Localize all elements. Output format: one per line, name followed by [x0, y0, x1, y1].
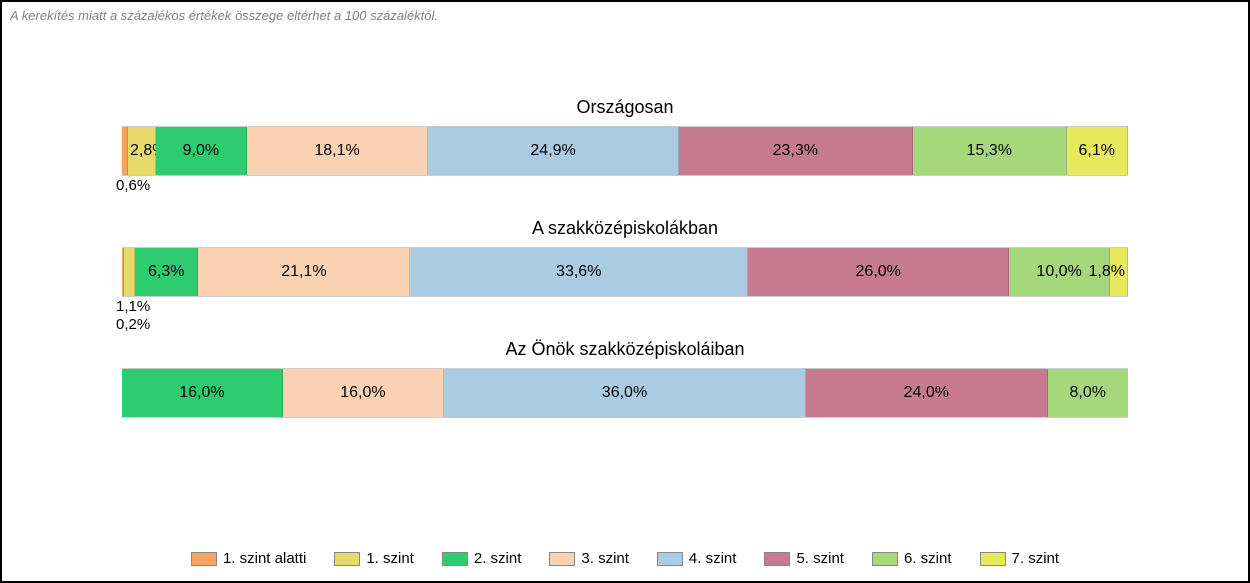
segment-label: 16,0% [179, 384, 224, 402]
segment-label: 21,1% [281, 263, 326, 281]
bar-segment: 33,6% [410, 248, 748, 296]
legend-swatch [442, 552, 468, 566]
segment-label: 6,3% [148, 263, 184, 281]
bar-group: Az Önök szakközépiskoláiban 16,0% 16,0% 36,… [122, 339, 1128, 418]
bar-segment: 23,3% [679, 127, 913, 175]
legend-swatch [549, 552, 575, 566]
segment-label-below: 1,1% [116, 298, 150, 316]
bar-segment [124, 248, 135, 296]
bar-segment: 16,0% [283, 369, 444, 417]
bar-segment: 24,9% [428, 127, 678, 175]
legend-label: 1. szint alatti [223, 550, 306, 567]
legend-swatch [657, 552, 683, 566]
bar-segment: 21,1% [198, 248, 410, 296]
bar-segment: 16,0% [122, 369, 283, 417]
segment-label: 33,6% [556, 263, 601, 281]
legend-label: 6. szint [904, 550, 952, 567]
segment-label: 16,0% [340, 384, 385, 402]
segment-label: 9,0% [183, 142, 219, 160]
segment-label: 8,0% [1070, 384, 1106, 402]
bar-segment: 18,1% [247, 127, 429, 175]
bar-segment: 26,0% [748, 248, 1009, 296]
legend-label: 1. szint [366, 550, 414, 567]
segment-label-below: 0,6% [116, 177, 150, 195]
bar-segment: 6,1% [1067, 127, 1128, 175]
legend-item: 1. szint [334, 550, 414, 567]
legend-item: 7. szint [980, 550, 1060, 567]
stacked-bar: 16,0% 16,0% 36,0% 24,0% 8,0% [122, 368, 1128, 418]
legend-label: 3. szint [581, 550, 629, 567]
bar-segment: 9,0% [156, 127, 246, 175]
segment-label: 6,1% [1079, 142, 1115, 160]
segment-label-below: 0,2% [116, 316, 150, 334]
legend-item: 5. szint [764, 550, 844, 567]
bar-group: A szakközépiskolákban 6,3% 21,1% 33,6% 26,0%… [122, 218, 1128, 297]
legend-item: 6. szint [872, 550, 952, 567]
below-labels: 0,6% [116, 177, 150, 195]
segment-label: 1,8% [1088, 263, 1124, 281]
bars-area: Országosan 2,8% 9,0% 18,1% 24,9% 23,3% 15,3% 6,… [122, 97, 1128, 460]
bar-segment: 15,3% [913, 127, 1067, 175]
legend-item: 1. szint alatti [191, 550, 306, 567]
bar-segment: 24,0% [806, 369, 1047, 417]
bar-segment: 8,0% [1048, 369, 1128, 417]
bar-title: A szakközépiskolákban [122, 218, 1128, 239]
bar-group: Országosan 2,8% 9,0% 18,1% 24,9% 23,3% 15,3% 6,… [122, 97, 1128, 176]
bar-segment: 36,0% [444, 369, 806, 417]
legend-label: 7. szint [1012, 550, 1060, 567]
legend-swatch [980, 552, 1006, 566]
legend-label: 4. szint [689, 550, 737, 567]
segment-label: 24,9% [530, 142, 575, 160]
legend-item: 4. szint [657, 550, 737, 567]
segment-label: 15,3% [967, 142, 1012, 160]
legend-label: 2. szint [474, 550, 522, 567]
segment-label: 10,0% [1036, 263, 1081, 281]
legend-swatch [872, 552, 898, 566]
bar-title: Országosan [122, 97, 1128, 118]
chart-container: A kerekítés miatt a százalékos értékek ö… [0, 0, 1250, 583]
legend-item: 2. szint [442, 550, 522, 567]
bar-title: Az Önök szakközépiskoláiban [122, 339, 1128, 360]
segment-label: 23,3% [773, 142, 818, 160]
legend-swatch [334, 552, 360, 566]
segment-label: 26,0% [856, 263, 901, 281]
stacked-bar: 2,8%9,0%18,1%24,9%23,3%15,3%6,1%0,6% [122, 126, 1128, 176]
legend-label: 5. szint [796, 550, 844, 567]
legend-swatch [764, 552, 790, 566]
bar-segment: 2,8% [128, 127, 156, 175]
segment-label: 18,1% [314, 142, 359, 160]
legend-item: 3. szint [549, 550, 629, 567]
legend-swatch [191, 552, 217, 566]
rounding-note: A kerekítés miatt a százalékos értékek ö… [10, 8, 438, 23]
segment-label: 24,0% [904, 384, 949, 402]
bar-segment: 6,3% [135, 248, 198, 296]
segment-label: 36,0% [602, 384, 647, 402]
below-labels: 1,1%0,2% [116, 298, 150, 334]
bar-segment: 1,8% [1110, 248, 1128, 296]
stacked-bar: 6,3%21,1%33,6%26,0%10,0%1,8%1,1%0,2% [122, 247, 1128, 297]
legend: 1. szint alatti 1. szint 2. szint 3. szint 4… [2, 550, 1248, 567]
